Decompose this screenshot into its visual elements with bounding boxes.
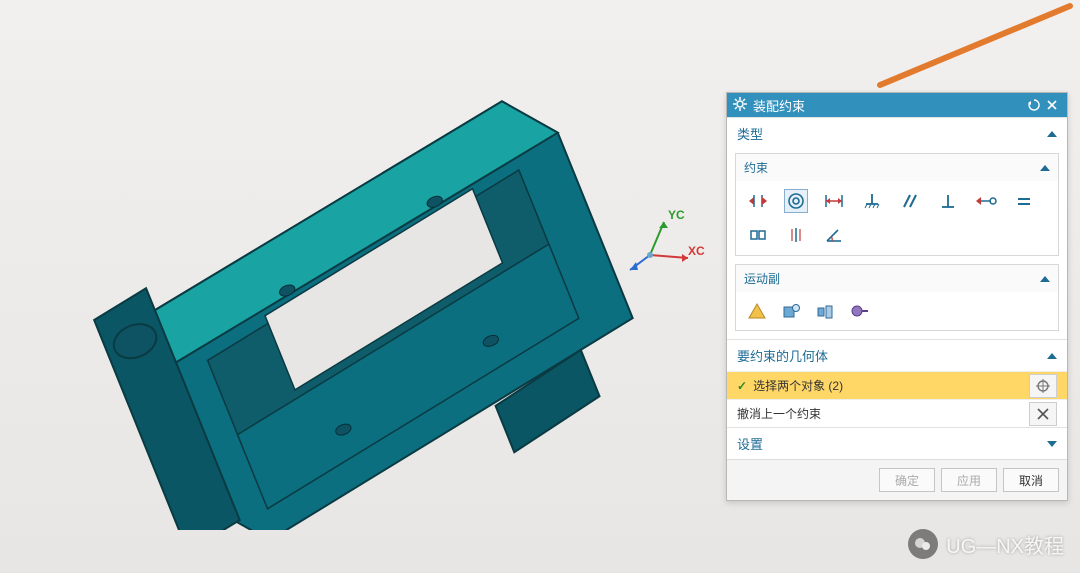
aux-edge (860, 0, 1080, 90)
constraint-type-grid (736, 181, 1058, 255)
motion-fixed-joint[interactable] (746, 300, 768, 322)
motion-group-header[interactable]: 运动副 (736, 265, 1058, 292)
chevron-up-icon (1047, 131, 1057, 137)
chevron-up-icon (1040, 276, 1050, 282)
dialog-footer: 确定 应用 取消 (727, 459, 1067, 500)
chevron-up-icon (1040, 165, 1050, 171)
section-type[interactable]: 类型 (727, 117, 1067, 149)
chevron-up-icon (1047, 353, 1057, 359)
assembly-constraints-dialog: 装配约束 类型 约束 (726, 92, 1068, 501)
constraint-align-lock[interactable] (974, 189, 998, 213)
section-settings[interactable]: 设置 (727, 427, 1067, 459)
section-geometry[interactable]: 要约束的几何体 (727, 339, 1067, 371)
motion-ball-joint[interactable] (848, 300, 870, 322)
reset-icon[interactable] (1025, 96, 1043, 114)
constraint-equal[interactable] (1012, 189, 1036, 213)
watermark-text: UG—NX教程 (946, 530, 1064, 559)
axis-y-label: YC (668, 208, 685, 222)
axis-x-label: XC (688, 244, 705, 258)
select-objects-label: 选择两个对象 (2) (753, 377, 1023, 394)
constraint-touch-align[interactable] (746, 189, 770, 213)
constraint-concentric[interactable] (784, 189, 808, 213)
check-icon: ✓ (737, 379, 747, 393)
gear-icon (733, 97, 747, 114)
constraint-fix[interactable] (860, 189, 884, 213)
motion-group: 运动副 (735, 264, 1059, 331)
dialog-titlebar[interactable]: 装配约束 (727, 93, 1067, 117)
wechat-icon (908, 529, 938, 559)
constraint-bond[interactable] (746, 223, 770, 247)
constraint-perpendicular[interactable] (936, 189, 960, 213)
apply-button[interactable]: 应用 (941, 468, 997, 492)
chevron-down-icon (1047, 441, 1057, 447)
section-geometry-label: 要约束的几何体 (737, 346, 828, 365)
constraint-parallel[interactable] (898, 189, 922, 213)
constraint-group-label: 约束 (744, 159, 768, 176)
watermark: UG—NX教程 (908, 529, 1064, 559)
ok-button[interactable]: 确定 (879, 468, 935, 492)
undo-constraint-label: 撤消上一个约束 (737, 405, 1023, 422)
constraint-center[interactable] (784, 223, 808, 247)
cad-model[interactable] (40, 30, 720, 530)
close-icon[interactable] (1043, 96, 1061, 114)
constraint-group: 约束 (735, 153, 1059, 256)
select-target-icon[interactable] (1029, 374, 1057, 398)
section-type-label: 类型 (737, 124, 763, 143)
cancel-button[interactable]: 取消 (1003, 468, 1059, 492)
constraint-angle[interactable] (822, 223, 846, 247)
motion-group-label: 运动副 (744, 270, 780, 287)
select-objects-row[interactable]: ✓ 选择两个对象 (2) (727, 371, 1067, 399)
constraint-group-header[interactable]: 约束 (736, 154, 1058, 181)
undo-x-icon[interactable] (1029, 402, 1057, 426)
dialog-title: 装配约束 (753, 96, 805, 115)
motion-slider-joint[interactable] (814, 300, 836, 322)
motion-revolute-joint[interactable] (780, 300, 802, 322)
undo-constraint-row[interactable]: 撤消上一个约束 (727, 399, 1067, 427)
constraint-distance[interactable] (822, 189, 846, 213)
section-settings-label: 设置 (737, 434, 763, 453)
